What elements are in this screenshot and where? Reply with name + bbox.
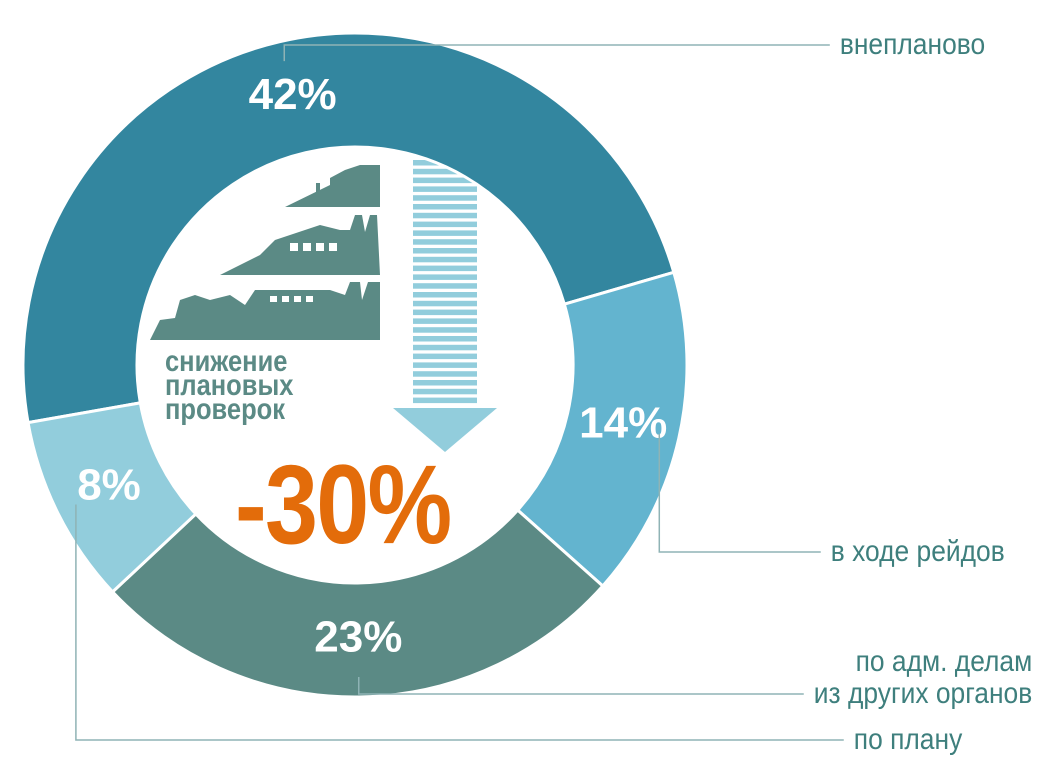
value-label: 42% [249,70,337,119]
leader-line [658,433,821,553]
donut-segment [110,507,605,699]
arrow-stripe [413,344,477,351]
arrow-stripe [413,212,477,219]
arrow-stripe [413,397,477,404]
arrow-stripe [413,265,477,272]
factory-icon [150,165,380,340]
arrow-stripe [413,336,477,342]
arrow-stripe [413,239,477,245]
arrow-stripe [413,327,477,333]
arrow-stripe [413,300,477,307]
arrow-stripe [413,221,477,228]
leader-line [283,44,830,62]
donut-segment [515,270,689,589]
arrow-stripe [413,248,477,254]
down-arrow [393,160,497,452]
leader-line [358,676,804,695]
arrow-stripe [413,380,477,386]
arrow-stripe [413,283,477,289]
arrow-stripe [413,292,477,298]
leader-line [75,504,844,741]
arrow-stripe [413,177,477,184]
value-label: 14% [579,398,667,447]
arrow-stripe [413,353,477,360]
value-label: 8% [77,461,141,510]
category-label: в ходе рейдов [830,535,1005,568]
center-label: снижение [165,345,288,378]
arrow-stripe [413,256,477,263]
arrow-stripe [413,168,477,175]
arrow-stripe [413,309,477,316]
category-label: по адм. делам из других органов [813,645,1033,710]
arrow-stripe [413,230,477,236]
arrow-stripe [413,362,477,368]
category-label: по плану [853,723,963,756]
value-label: 23% [314,613,402,662]
center-value: -30% [235,442,452,567]
arrow-stripe [413,371,477,377]
center-label: проверок [165,393,285,426]
arrow-stripe [413,318,477,324]
arrow-stripe [413,186,477,192]
arrow-stripe [413,195,477,201]
arrow-stripe [413,388,477,395]
arrow-stripe [413,274,477,280]
donut-segment [21,31,676,425]
arrow-stripe [413,204,477,210]
center-label: плановых [165,369,294,402]
category-label: внепланово [839,28,986,61]
